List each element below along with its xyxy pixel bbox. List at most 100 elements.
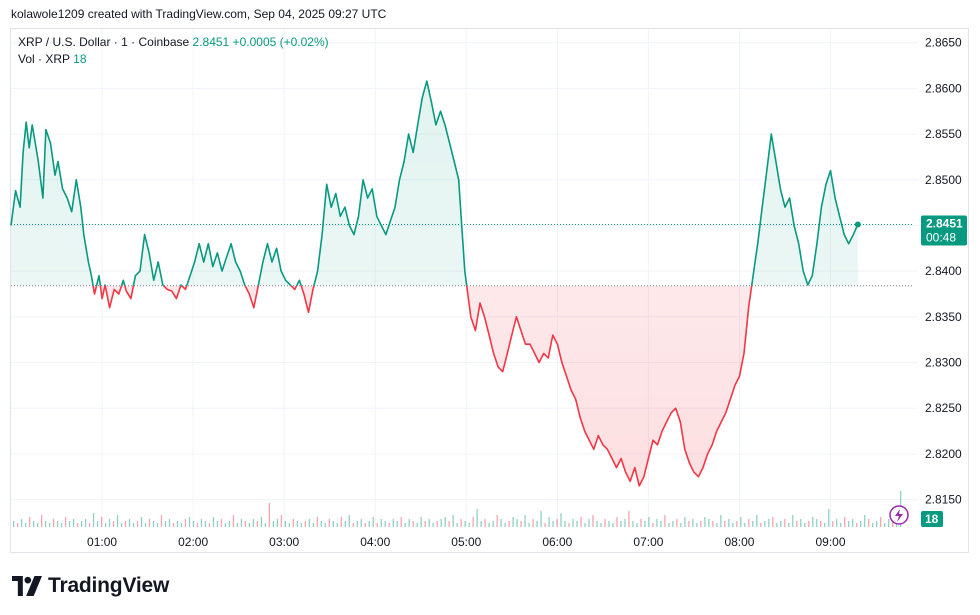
volume-bar: [180, 523, 183, 527]
volume-bar: [568, 523, 570, 527]
volume-bar: [260, 517, 263, 527]
volume-bar: [560, 513, 562, 527]
volume-bar: [684, 517, 686, 527]
volume-bar: [228, 521, 231, 527]
volume-bar: [804, 523, 806, 527]
volume-bar: [760, 523, 762, 527]
tradingview-logo[interactable]: TradingView: [12, 574, 169, 598]
volume-bar: [192, 521, 195, 527]
volume-bar: [28, 517, 31, 527]
volume-bar: [764, 521, 766, 527]
volume-bar: [156, 523, 159, 527]
volume-bar: [500, 519, 502, 527]
chart-legend: XRP / U.S. Dollar · 1 · Coinbase 2.8451 …: [18, 34, 329, 68]
volume-bar: [380, 519, 382, 527]
x-axis-tick-label: 06:00: [542, 535, 572, 549]
volume-bar: [652, 523, 654, 527]
volume-bar: [116, 515, 119, 527]
volume-bar: [144, 523, 147, 527]
price-line-down: [92, 285, 753, 487]
lightning-icon-glyph: [895, 509, 903, 522]
volume-bar: [304, 521, 306, 527]
volume-bar: [456, 523, 458, 527]
volume-bar: [772, 517, 774, 527]
volume-bar: [312, 523, 314, 527]
volume-bar: [584, 523, 586, 527]
volume-bar: [720, 515, 722, 527]
y-axis-tick-label: 2.8550: [925, 127, 962, 141]
volume-bar: [648, 517, 650, 527]
volume-bar: [176, 521, 179, 527]
x-axis-tick-label: 07:00: [633, 535, 663, 549]
volume-bar: [812, 517, 814, 527]
volume-bar: [220, 519, 223, 527]
volume-bar: [100, 517, 103, 527]
y-axis-tick-label: 2.8300: [925, 356, 962, 370]
volume-bar: [668, 523, 670, 527]
volume-bar: [188, 517, 191, 527]
volume-bar: [848, 521, 850, 527]
volume-bar: [160, 515, 163, 527]
volume-bar: [444, 517, 446, 527]
volume-bar: [776, 523, 778, 527]
y-axis-tick-label: 2.8200: [925, 447, 962, 461]
volume-bar: [276, 519, 279, 527]
volume-bar: [488, 523, 490, 527]
last-price-tag-countdown: 00:48: [926, 231, 956, 245]
volume-bar: [232, 515, 235, 527]
volume-bar: [60, 523, 63, 527]
volume-bar: [856, 523, 858, 527]
volume-bar: [708, 519, 710, 527]
volume-bar: [468, 523, 470, 527]
volume-bar: [824, 523, 826, 527]
volume-bar: [56, 521, 59, 527]
volume-bar: [204, 521, 207, 527]
volume-bar: [340, 517, 342, 527]
volume-bar: [216, 521, 219, 527]
volume-bar: [48, 523, 51, 527]
volume-bar: [208, 523, 211, 527]
volume-bar: [292, 519, 294, 527]
volume-bar: [372, 517, 374, 527]
volume-bar: [84, 519, 87, 527]
volume-bar: [792, 515, 794, 527]
y-axis-tick-label: 2.8600: [925, 81, 962, 95]
volume-bar: [332, 521, 334, 527]
y-axis-tick-label: 2.8250: [925, 401, 962, 415]
volume-bar: [348, 515, 350, 527]
volume-bar: [480, 521, 482, 527]
volume-bar: [240, 519, 243, 527]
volume-bar: [120, 523, 123, 527]
volume-bar: [64, 517, 67, 527]
volume-bar: [516, 519, 518, 527]
volume-bar: [248, 523, 251, 527]
volume-bar: [448, 521, 450, 527]
volume-bar: [828, 509, 830, 527]
volume-bar: [476, 509, 478, 527]
volume-bar: [148, 519, 151, 527]
volume-bar: [616, 517, 618, 527]
volume-bar: [620, 521, 622, 527]
volume-bar: [864, 515, 866, 527]
price-line-up: [10, 80, 859, 286]
volume-bar: [268, 503, 271, 527]
volume-bar: [612, 523, 614, 527]
volume-bar: [628, 511, 630, 527]
volume-bar: [20, 519, 23, 527]
volume-bar: [24, 523, 27, 527]
volume-bar: [72, 519, 75, 527]
volume-bar: [376, 523, 378, 527]
volume-bar: [288, 523, 290, 527]
legend-change: +0.0005 (+0.02%): [232, 35, 329, 49]
volume-bar: [256, 521, 259, 527]
x-axis-tick-label: 02:00: [178, 535, 208, 549]
volume-bar: [576, 521, 578, 527]
volume-bar: [656, 519, 658, 527]
chart-credit: kolawole1209 created with TradingView.co…: [11, 7, 387, 21]
volume-bar: [528, 523, 530, 527]
x-axis-tick-label: 01:00: [87, 535, 117, 549]
volume-bar: [748, 519, 750, 527]
volume-bar: [752, 521, 754, 527]
volume-bar: [336, 523, 338, 527]
